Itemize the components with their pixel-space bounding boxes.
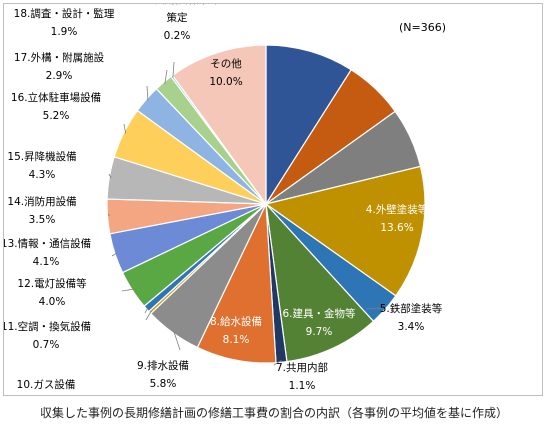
leader-line-12 [121, 288, 135, 292]
slice-value-label-1: 9.0% [309, 29, 336, 41]
slice-name-label-17: 17.外構・附属施設 [14, 51, 105, 64]
slice-value-label-19: 0.2% [164, 30, 191, 42]
pie-slice-1 [265, 44, 353, 207]
slice-value-label-11: 0.7% [33, 339, 60, 351]
slice-name-label-13: 13.情報・通信設備 [4, 237, 91, 250]
leader-line-9 [173, 330, 181, 351]
pie-slice-20 [171, 44, 267, 206]
slice-value-label-16: 5.2% [43, 110, 70, 122]
slice-name-label-12: 12.電灯設備等 [17, 277, 87, 290]
leader-line-10 [145, 310, 152, 321]
slice-name-label-4: 4.外壁塗装等 [366, 203, 429, 216]
slice-name-label-7: 7.共用内部 [276, 361, 328, 374]
pie-slice-6 [265, 202, 375, 363]
slice-value-label-4: 13.6% [380, 222, 413, 234]
slice-name-label-11: 11.空調・換気設備 [4, 320, 91, 333]
slice-name-label-19: 策定 [167, 11, 188, 24]
slice-name-label-14: 14.消防用設備 [7, 195, 76, 208]
slice-value-label-12: 4.0% [39, 296, 66, 308]
sample-size-note: (N=366) [399, 21, 446, 34]
slice-name-label-18: 18.調査・設計・監理 [14, 7, 115, 20]
slice-name-label-5: 5.鉄部塗装等 [380, 302, 443, 315]
pie-chart: 1.仮設工事 9.0% 2.屋根防水 6.1% 3.床防水 6.1% 4.外壁塗装等 13.6… [4, 4, 457, 392]
pie-chart-frame: 1.仮設工事 9.0% 2.屋根防水 6.1% 3.床防水 6.1% 4.外壁塗装等 13.6… [3, 3, 543, 396]
slice-name-label-10: 10.ガス設備 [17, 378, 76, 391]
slice-value-label-9: 5.8% [150, 378, 177, 390]
slice-name-label-15: 15.昇降機設備 [7, 150, 76, 163]
leader-line-14 [107, 213, 110, 217]
pie-slice-4 [264, 165, 426, 297]
leader-line-18 [164, 69, 168, 85]
slice-name-label-1: 1.仮設工事 [296, 10, 349, 23]
slice-name-label-9: 9.排水設備 [137, 359, 189, 372]
leader-line-15 [108, 173, 112, 179]
slice-value-label-6: 9.7% [306, 326, 333, 338]
slice-value-label-7: 1.1% [289, 380, 316, 392]
slice-name-label-6: 6.建具・金物等 [282, 307, 356, 320]
slice-value-label-17: 2.9% [46, 70, 73, 82]
leader-line-16 [123, 123, 127, 134]
slice-name-label-19: 19.長期修繕計画 [137, 4, 217, 6]
leader-line-11 [144, 307, 149, 314]
slice-name-label-20: その他 [210, 57, 242, 70]
slice-value-label-3: 6.1% [423, 124, 450, 136]
slice-name-label-3: 3.床防水 [415, 105, 457, 118]
slice-value-label-8: 8.1% [223, 334, 250, 346]
slice-value-label-14: 3.5% [29, 214, 56, 226]
slice-value-label-5: 3.4% [398, 321, 425, 333]
leader-line-19 [172, 61, 175, 78]
slice-name-label-8: 8.給水設備 [210, 315, 262, 328]
leader-line-7 [273, 359, 282, 366]
slice-value-label-20: 10.0% [209, 76, 242, 88]
leader-line-17 [146, 85, 149, 101]
slice-value-label-13: 4.1% [33, 256, 60, 268]
slice-name-label-16: 16.立体駐車場設備 [11, 91, 101, 104]
slice-name-label-2: 2.屋根防水 [364, 50, 417, 63]
leader-line-13 [111, 252, 118, 257]
leader-line-5 [365, 307, 384, 310]
slice-value-label-18: 1.9% [51, 26, 78, 38]
chart-caption: 収集した事例の長期修繕計画の修繕工事費の割合の内訳（各事例の平均値を基に作成） [39, 406, 508, 420]
slice-value-label-2: 6.1% [377, 69, 404, 81]
slice-value-label-15: 4.3% [29, 169, 56, 181]
